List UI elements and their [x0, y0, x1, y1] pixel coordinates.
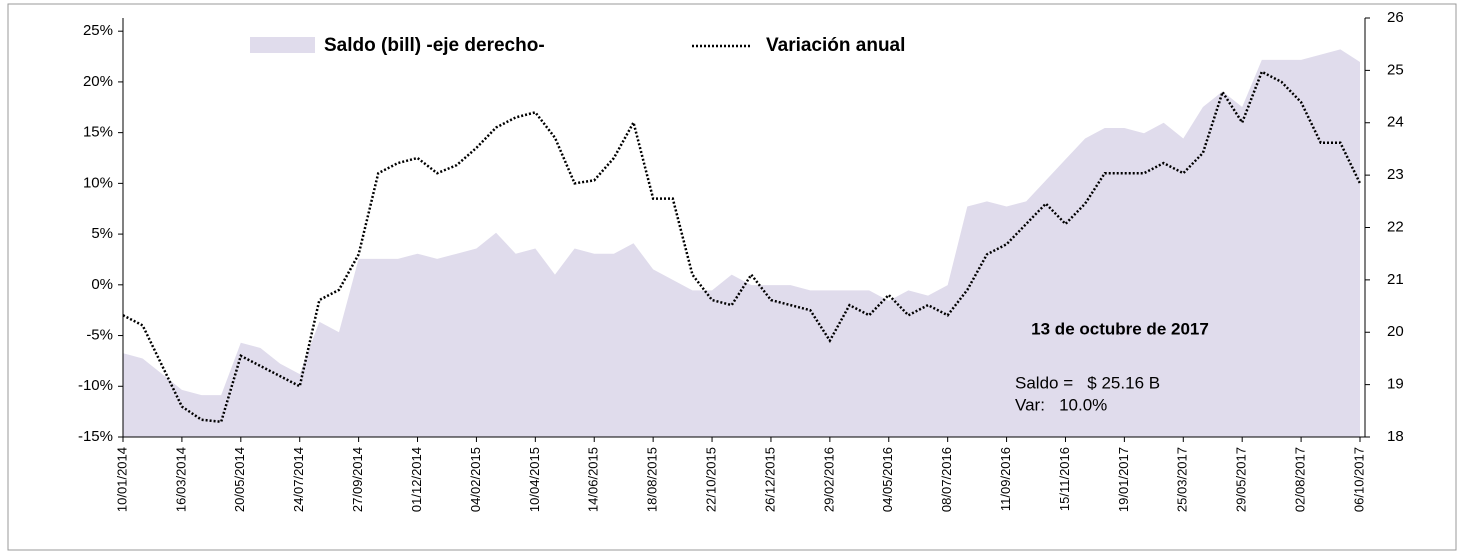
- x-tick-label: 06/10/2017: [1351, 447, 1366, 512]
- y2-tick-label: 25: [1387, 61, 1404, 78]
- annotation: 13 de octubre de 2017: [1031, 319, 1209, 338]
- x-tick-label: 25/03/2017: [1175, 447, 1190, 512]
- x-tick-label: 22/10/2015: [703, 447, 718, 512]
- x-tick-label: 27/09/2014: [350, 447, 365, 512]
- x-tick-label: 08/07/2016: [939, 447, 954, 512]
- y2-tick-label: 18: [1387, 428, 1404, 445]
- x-tick-label: 01/12/2014: [409, 447, 424, 512]
- y-tick-label: -10%: [78, 377, 113, 394]
- area: [123, 49, 1360, 438]
- x-tick-label: 18/08/2015: [645, 447, 660, 512]
- y-tick-label: 5%: [91, 225, 113, 242]
- legend-label: Saldo (bill) -eje derecho-: [324, 35, 545, 56]
- legend-swatch: [250, 37, 315, 53]
- legend-label: Variación anual: [766, 35, 905, 56]
- x-tick-label: 11/09/2016: [998, 447, 1013, 511]
- y2-tick-label: 22: [1387, 218, 1404, 235]
- y2-tick-label: 26: [1387, 9, 1404, 26]
- x-tick-label: 04/05/2016: [880, 447, 895, 512]
- plot-area: [122, 49, 1362, 438]
- y-tick-label: -5%: [86, 327, 113, 344]
- y-tick-label: 20%: [83, 73, 113, 90]
- y-tick-label: 0%: [91, 276, 113, 293]
- x-tick-label: 20/05/2014: [232, 447, 247, 512]
- x-tick-label: 29/02/2016: [821, 447, 836, 512]
- x-tick-label: 19/01/2017: [1116, 447, 1131, 512]
- y-tick-label: 15%: [83, 124, 113, 141]
- x-tick-label: 02/08/2017: [1293, 447, 1308, 512]
- x-tick-label: 10/01/2014: [114, 447, 129, 512]
- annotation: Var: 10.0%: [1015, 395, 1107, 414]
- y-tick-label: -15%: [78, 428, 113, 445]
- y2-tick-label: 23: [1387, 166, 1404, 183]
- x-tick-label: 10/04/2015: [527, 447, 542, 512]
- y2-tick-label: 24: [1387, 114, 1404, 131]
- x-tick-label: 24/07/2014: [291, 447, 306, 512]
- annotation: Saldo = $ 25.16 B: [1015, 373, 1160, 392]
- x-tick-label: 04/02/2015: [468, 447, 483, 512]
- y2-tick-label: 19: [1387, 376, 1404, 393]
- y-tick-label: 25%: [83, 22, 113, 39]
- y2-tick-label: 21: [1387, 271, 1404, 288]
- y-tick-label: 10%: [83, 174, 113, 191]
- x-tick-label: 16/03/2014: [173, 447, 188, 512]
- x-tick-label: 26/12/2015: [762, 447, 777, 512]
- x-tick-label: 15/11/2016: [1057, 447, 1072, 511]
- line: [122, 70, 1362, 424]
- x-tick-label: 29/05/2017: [1234, 447, 1249, 512]
- y2-tick-label: 20: [1387, 323, 1404, 340]
- frame: [7, 3, 1457, 551]
- x-tick-label: 14/06/2015: [586, 447, 601, 512]
